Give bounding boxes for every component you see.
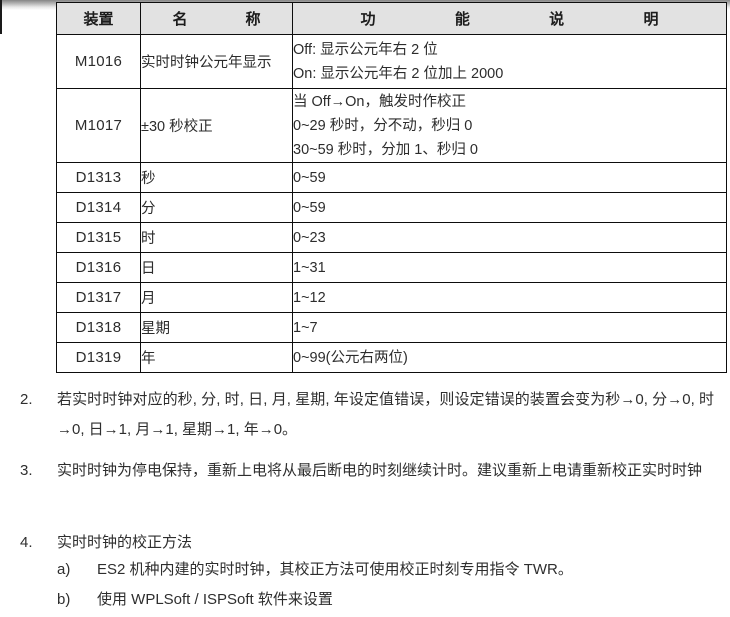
- function-line: 1~12: [293, 289, 326, 306]
- note-number: 4.: [20, 534, 33, 551]
- name-cell: ±30 秒校正: [140, 88, 293, 163]
- name-cell: 实时时钟公元年显示: [140, 34, 293, 89]
- col-header-device: 装置: [56, 2, 141, 35]
- note-text: 若实时时钟对应的秒, 分, 时, 日, 月, 星期, 年设定值错误，则设定错误的…: [57, 391, 714, 438]
- function-cell: 当 Off→On，触发时作校正 0~29 秒时，分不动，秒归 0 30~59 秒…: [292, 88, 727, 163]
- function-line: 30~59 秒时，分加 1、秒归 0: [293, 141, 478, 158]
- device-cell: D1317: [56, 282, 141, 313]
- subitem-text: ES2 机种内建的实时时钟，其校正方法可使用校正时刻专用指令 TWR。: [97, 561, 573, 578]
- device-cell: D1315: [56, 222, 141, 253]
- note-number: 3.: [20, 462, 33, 479]
- name-cell: 星期: [140, 312, 293, 343]
- table-header-row: 装置 名称 功能说明: [56, 2, 727, 35]
- function-line: 0~59: [293, 199, 326, 216]
- function-cell: 1~7: [292, 312, 727, 343]
- table-row: D1318 星期 1~7: [56, 312, 727, 343]
- function-line: 0~59: [293, 169, 326, 186]
- name-cell: 时: [140, 222, 293, 253]
- function-cell: Off: 显示公元年右 2 位 On: 显示公元年右 2 位加上 2000: [292, 34, 727, 89]
- function-line: 当 Off→On，触发时作校正: [293, 93, 466, 110]
- function-line: On: 显示公元年右 2 位加上 2000: [293, 65, 504, 82]
- function-line: 0~29 秒时，分不动，秒归 0: [293, 117, 473, 134]
- special-device-table: 装置 名称 功能说明 M1016 实时时钟公元年显示 Off: 显示公元年右 2…: [56, 2, 727, 373]
- subitem-label: b): [57, 591, 71, 608]
- table-row: D1313 秒 0~59: [56, 162, 727, 193]
- function-cell: 0~59: [292, 162, 727, 193]
- table-row: M1016 实时时钟公元年显示 Off: 显示公元年右 2 位 On: 显示公元…: [56, 34, 727, 89]
- note-number: 2.: [20, 391, 33, 408]
- function-cell: 0~59: [292, 192, 727, 223]
- page-left-edge-line: [0, 0, 2, 34]
- device-cell: D1318: [56, 312, 141, 343]
- function-line: 0~99(公元右两位): [293, 349, 408, 366]
- function-line: 1~7: [293, 319, 318, 336]
- name-cell: 日: [140, 252, 293, 283]
- table-row: D1317 月 1~12: [56, 282, 727, 313]
- name-cell: 分: [140, 192, 293, 223]
- name-cell: 月: [140, 282, 293, 313]
- device-cell: D1316: [56, 252, 141, 283]
- function-line: 1~31: [293, 259, 326, 276]
- device-cell: M1017: [56, 88, 141, 163]
- table-row: M1017 ±30 秒校正 当 Off→On，触发时作校正 0~29 秒时，分不…: [56, 88, 727, 163]
- name-cell: 年: [140, 342, 293, 373]
- col-header-function-label: 功能说明: [360, 11, 659, 28]
- device-cell: D1319: [56, 342, 141, 373]
- function-line: Off: 显示公元年右 2 位: [293, 41, 438, 58]
- col-header-name-label: 名称: [172, 11, 261, 28]
- function-cell: 1~31: [292, 252, 727, 283]
- device-cell: D1313: [56, 162, 141, 193]
- col-header-name: 名称: [140, 2, 293, 35]
- subitem-text: 使用 WPLSoft / ISPSoft 软件来设置: [97, 591, 333, 608]
- function-line: 0~23: [293, 229, 326, 246]
- note-text: 实时时钟为停电保持，重新上电将从最后断电的时刻继续计时。建议重新上电请重新校正实…: [57, 462, 703, 479]
- function-cell: 0~99(公元右两位): [292, 342, 727, 373]
- device-cell: M1016: [56, 34, 141, 89]
- device-cell: D1314: [56, 192, 141, 223]
- table-row: D1319 年 0~99(公元右两位): [56, 342, 727, 373]
- table-row: D1314 分 0~59: [56, 192, 727, 223]
- subitem-label: a): [57, 561, 71, 578]
- function-cell: 0~23: [292, 222, 727, 253]
- col-header-function: 功能说明: [292, 2, 727, 35]
- name-cell: 秒: [140, 162, 293, 193]
- table-row: D1316 日 1~31: [56, 252, 727, 283]
- function-cell: 1~12: [292, 282, 727, 313]
- table-row: D1315 时 0~23: [56, 222, 727, 253]
- col-header-device-label: 装置: [83, 11, 114, 28]
- note-text: 实时时钟的校正方法: [57, 534, 193, 551]
